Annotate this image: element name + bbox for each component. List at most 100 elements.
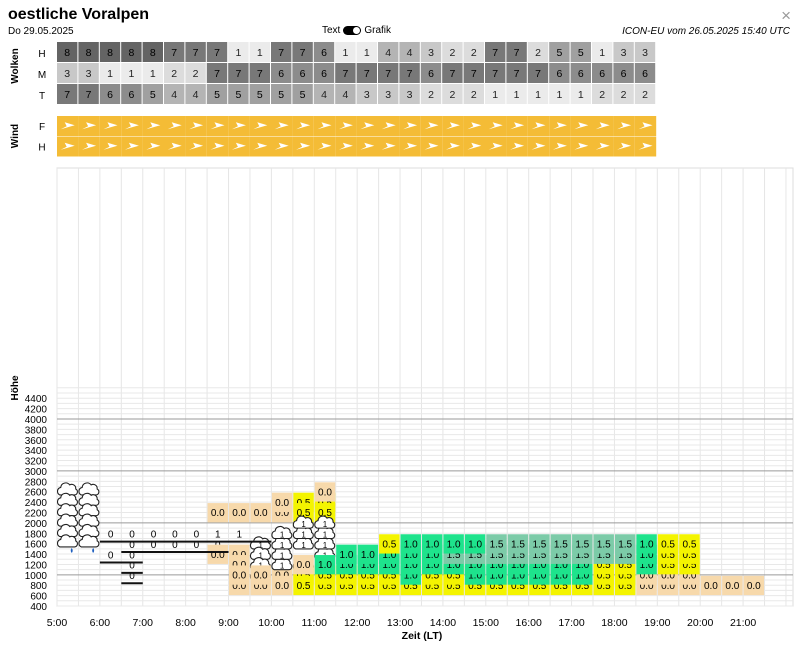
lift-value: 1.0 xyxy=(640,560,654,571)
lift-cell xyxy=(207,503,229,523)
cloud-value: 3 xyxy=(364,89,370,101)
wind-arrow-icon xyxy=(360,142,375,150)
cloud-cell xyxy=(57,63,78,83)
lift-value: 1.0 xyxy=(404,560,418,571)
wind-arrow-icon xyxy=(381,122,396,130)
cloud-value: 7 xyxy=(278,47,284,59)
wind-arrow-icon xyxy=(510,122,525,130)
cloud-icon-shape xyxy=(292,515,314,529)
x-tick-label: 14:00 xyxy=(430,617,456,629)
cloud-value: 1 xyxy=(578,89,584,101)
wind-arrow-icon xyxy=(638,142,653,150)
view-toggle[interactable]: Text Grafik xyxy=(322,25,391,36)
wind-arrow-icon xyxy=(296,142,311,150)
cloud-value: 1 xyxy=(257,47,263,59)
cloud-value: 7 xyxy=(492,68,498,80)
wind-arrow-icon xyxy=(488,122,503,130)
y-tick-label: 600 xyxy=(30,592,47,603)
cloud-cell xyxy=(485,42,506,62)
rain-cloud-shape xyxy=(78,534,100,548)
wind-arrow-icon xyxy=(445,142,460,150)
lift-value: 1.0 xyxy=(447,539,461,550)
cloud-value: 7 xyxy=(471,68,477,80)
cloud-icon-number: 1 xyxy=(301,541,306,550)
lift-value: 0.5 xyxy=(554,581,568,592)
cloud-row-label: M xyxy=(38,70,46,81)
cloud-cell xyxy=(592,63,613,83)
y-tick-label: 2600 xyxy=(25,488,48,499)
cloud-cell xyxy=(228,42,249,62)
lift-value: 0.5 xyxy=(683,550,697,561)
y-tick-label: 3000 xyxy=(25,467,48,478)
cloud-cell xyxy=(570,84,591,104)
close-icon[interactable]: × xyxy=(781,6,791,25)
lift-value: 1.5 xyxy=(532,539,546,550)
cloud-base-number: 0 xyxy=(194,530,200,541)
lift-value: 0.5 xyxy=(339,571,353,582)
wind-arrow-icon xyxy=(60,122,75,130)
lift-cell xyxy=(271,492,293,512)
cloud-base-number: 0 xyxy=(108,530,114,541)
cloud-base-number: 0 xyxy=(172,540,178,551)
x-tick-label: 6:00 xyxy=(90,617,111,629)
cloud-cell xyxy=(420,42,442,62)
lift-value: 0.5 xyxy=(683,560,697,571)
lift-cell xyxy=(529,534,550,554)
lift-value: 0.5 xyxy=(297,508,311,519)
rain-cloud-shape xyxy=(78,513,100,527)
cloud-cell xyxy=(335,42,356,62)
wind-arrow-icon xyxy=(510,142,525,150)
toggle-switch[interactable] xyxy=(343,26,362,35)
cloud-cell xyxy=(335,84,356,104)
lift-value: 0.0 xyxy=(254,581,268,592)
lift-value: 0.0 xyxy=(683,571,697,582)
cloud-cell xyxy=(99,42,121,62)
cloud-cell xyxy=(378,42,399,62)
wind-arrow-icon xyxy=(467,122,482,130)
wind-arrow-icon xyxy=(424,122,439,130)
wind-arrow-icon xyxy=(103,142,118,150)
cloud-value: 8 xyxy=(86,47,92,59)
cloud-cell xyxy=(228,84,249,104)
wind-arrow-icon xyxy=(167,122,182,130)
cloud-cell xyxy=(634,42,656,62)
cloud-value: 1 xyxy=(492,89,498,101)
lift-value: 0.0 xyxy=(318,487,332,498)
lift-value: 0.5 xyxy=(490,581,504,592)
y-tick-label: 4400 xyxy=(25,394,48,405)
x-tick-label: 5:00 xyxy=(47,617,68,629)
lift-value: 0.5 xyxy=(511,581,525,592)
wind-arrow-icon xyxy=(253,122,268,130)
wind-arrow-icon xyxy=(82,142,97,150)
cloud-cell xyxy=(206,63,228,83)
cloud-base-number: 1 xyxy=(236,530,242,541)
cloud-cell xyxy=(313,63,335,83)
cloud-icon-number: 1 xyxy=(323,520,328,529)
cloud-value: 1 xyxy=(514,89,520,101)
cloud-value: 7 xyxy=(214,47,220,59)
clouds-label: Wolken xyxy=(10,48,21,83)
cloud-icon-shape xyxy=(249,546,271,560)
wind-arrow-icon xyxy=(381,142,396,150)
lift-value: 1.5 xyxy=(618,539,632,550)
lift-value: 0.5 xyxy=(297,581,311,592)
cloud-value: 6 xyxy=(642,68,648,80)
lift-cell xyxy=(593,534,614,554)
cloud-cell xyxy=(57,84,78,104)
cloud-cell xyxy=(613,63,634,83)
cloud-icon-number: 1 xyxy=(280,562,285,571)
cloud-value: 6 xyxy=(556,68,562,80)
cloud-value: 5 xyxy=(235,89,241,101)
cloud-value: 1 xyxy=(235,47,241,59)
wind-arrow-icon xyxy=(296,122,311,130)
cloud-value: 3 xyxy=(428,47,434,59)
cloud-cell xyxy=(164,84,185,104)
wind-arrow-icon xyxy=(488,142,503,150)
cloud-value: 6 xyxy=(599,68,605,80)
cloud-value: 2 xyxy=(193,68,199,80)
cloud-icon: 1 xyxy=(292,515,314,529)
lift-cell xyxy=(421,534,443,554)
cloud-cell xyxy=(549,63,570,83)
cloud-cell xyxy=(442,42,463,62)
lift-value: 0.0 xyxy=(232,508,246,519)
